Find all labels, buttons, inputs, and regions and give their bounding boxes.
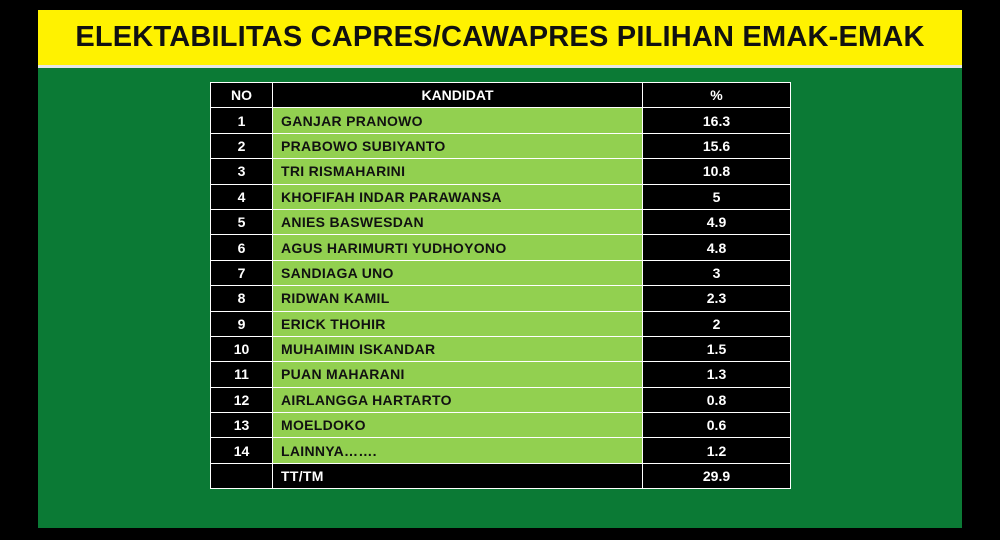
table-row: 4 KHOFIFAH INDAR PARAWANSA 5 (210, 183, 791, 210)
table-body: 1 GANJAR PRANOWO 16.3 2 PRABOWO SUBIYANTO 15.… (210, 107, 791, 490)
candidate-name: AIRLANGGA HARTARTO (272, 386, 643, 414)
table-row: 8 RIDWAN KAMIL 2.3 (210, 285, 791, 312)
candidate-name: ANIES BASWESDAN (272, 208, 643, 236)
row-number: 12 (210, 386, 273, 414)
candidate-percent: 3 (642, 259, 791, 287)
candidate-name: MUHAIMIN ISKANDAR (272, 335, 643, 363)
table-row: 6 AGUS HARIMURTI YUDHOYONO 4.8 (210, 234, 791, 261)
row-number: 7 (210, 259, 273, 287)
row-number: 5 (210, 208, 273, 236)
table-row: 14 LAINNYA……. 1.2 (210, 437, 791, 464)
candidate-percent: 29.9 (642, 462, 791, 490)
candidate-name: KHOFIFAH INDAR PARAWANSA (272, 183, 643, 210)
table-row: 3 TRI RISMAHARINI 10.8 (210, 158, 791, 185)
candidate-name: SANDIAGA UNO (272, 259, 643, 287)
row-number: 11 (210, 361, 273, 388)
candidate-percent: 0.6 (642, 412, 791, 439)
candidate-percent: 10.8 (642, 158, 791, 185)
row-number: 2 (210, 132, 273, 160)
row-number: 8 (210, 285, 273, 312)
title-bar: ELEKTABILITAS CAPRES/CAWAPRES PILIHAN EM… (38, 10, 962, 68)
candidate-name: AGUS HARIMURTI YUDHOYONO (272, 234, 643, 261)
column-header-no: NO (210, 81, 273, 109)
table-row: 5 ANIES BASWESDAN 4.9 (210, 208, 791, 236)
row-number: 1 (210, 107, 273, 134)
candidate-percent: 4.9 (642, 208, 791, 236)
candidate-name: MOELDOKO (272, 412, 643, 439)
table-row: 11 PUAN MAHARANI 1.3 (210, 361, 791, 388)
row-number: 13 (210, 412, 273, 439)
column-header-percent: % (642, 81, 791, 109)
candidate-percent: 1.2 (642, 437, 791, 464)
table-container: NO KANDIDAT % 1 GANJAR PRANOWO 16.3 2 PRABOW… (210, 81, 791, 490)
table-row: 10 MUHAIMIN ISKANDAR 1.5 (210, 335, 791, 363)
candidate-name: PUAN MAHARANI (272, 361, 643, 388)
column-header-kandidat: KANDIDAT (272, 81, 643, 109)
candidate-percent: 15.6 (642, 132, 791, 160)
row-number: 10 (210, 335, 273, 363)
row-number: 14 (210, 437, 273, 464)
row-number: 9 (210, 310, 273, 337)
candidate-name: GANJAR PRANOWO (272, 107, 643, 134)
candidate-percent: 1.5 (642, 335, 791, 363)
candidate-percent: 5 (642, 183, 791, 210)
candidate-percent: 2 (642, 310, 791, 337)
table-row: 13 MOELDOKO 0.6 (210, 412, 791, 439)
candidate-name: RIDWAN KAMIL (272, 285, 643, 312)
row-number: 6 (210, 234, 273, 261)
slide: ELEKTABILITAS CAPRES/CAWAPRES PILIHAN EM… (38, 10, 962, 528)
candidate-percent: 16.3 (642, 107, 791, 134)
table-row: 12 AIRLANGGA HARTARTO 0.8 (210, 386, 791, 414)
row-number: 3 (210, 158, 273, 185)
row-number (210, 462, 273, 490)
table-row: 7 SANDIAGA UNO 3 (210, 259, 791, 287)
candidate-percent: 1.3 (642, 361, 791, 388)
candidate-name: TRI RISMAHARINI (272, 158, 643, 185)
electability-table: NO KANDIDAT % 1 GANJAR PRANOWO 16.3 2 PRABOW… (210, 81, 791, 490)
candidate-name: ERICK THOHIR (272, 310, 643, 337)
table-row: 9 ERICK THOHIR 2 (210, 310, 791, 337)
candidate-percent: 4.8 (642, 234, 791, 261)
candidate-name: TT/TM (272, 462, 643, 490)
candidate-name: LAINNYA……. (272, 437, 643, 464)
table-row: 2 PRABOWO SUBIYANTO 15.6 (210, 132, 791, 160)
header-row: NO KANDIDAT % (210, 81, 791, 109)
page-title: ELEKTABILITAS CAPRES/CAWAPRES PILIHAN EM… (75, 21, 925, 53)
table-row: TT/TM 29.9 (210, 462, 791, 490)
candidate-name: PRABOWO SUBIYANTO (272, 132, 643, 160)
candidate-percent: 0.8 (642, 386, 791, 414)
candidate-percent: 2.3 (642, 285, 791, 312)
table-row: 1 GANJAR PRANOWO 16.3 (210, 107, 791, 134)
row-number: 4 (210, 183, 273, 210)
